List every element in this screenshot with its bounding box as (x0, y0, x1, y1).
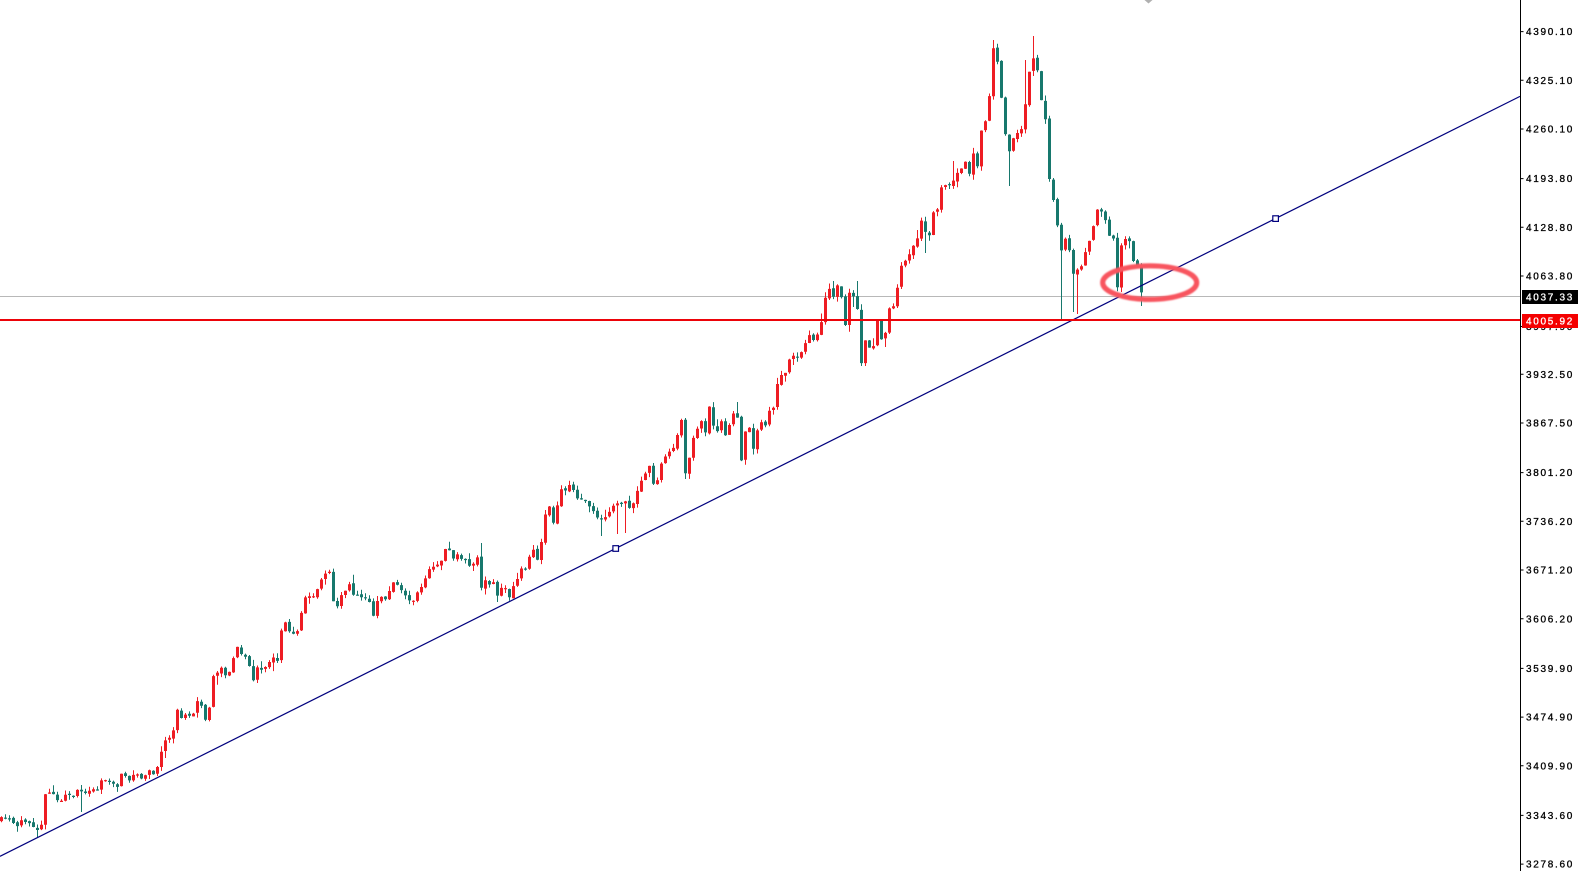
svg-text:4390.10: 4390.10 (1526, 27, 1574, 38)
svg-text:4005.92: 4005.92 (1526, 317, 1574, 328)
svg-text:4325.10: 4325.10 (1526, 76, 1574, 87)
svg-text:3867.50: 3867.50 (1526, 419, 1574, 430)
svg-text:3409.90: 3409.90 (1526, 761, 1574, 772)
svg-text:4193.80: 4193.80 (1526, 174, 1574, 185)
svg-text:3736.20: 3736.20 (1526, 517, 1574, 528)
svg-text:4063.80: 4063.80 (1526, 272, 1574, 283)
svg-text:3932.50: 3932.50 (1526, 370, 1574, 381)
svg-text:3343.60: 3343.60 (1526, 811, 1574, 822)
svg-text:4260.10: 4260.10 (1526, 125, 1574, 136)
svg-text:3474.90: 3474.90 (1526, 713, 1574, 724)
svg-text:4128.80: 4128.80 (1526, 223, 1574, 234)
svg-text:3278.60: 3278.60 (1526, 860, 1574, 871)
svg-text:3606.20: 3606.20 (1526, 614, 1574, 625)
svg-text:3801.20: 3801.20 (1526, 468, 1574, 479)
svg-text:3539.90: 3539.90 (1526, 664, 1574, 675)
svg-text:4037.33: 4037.33 (1526, 293, 1574, 304)
svg-text:3671.20: 3671.20 (1526, 566, 1574, 577)
